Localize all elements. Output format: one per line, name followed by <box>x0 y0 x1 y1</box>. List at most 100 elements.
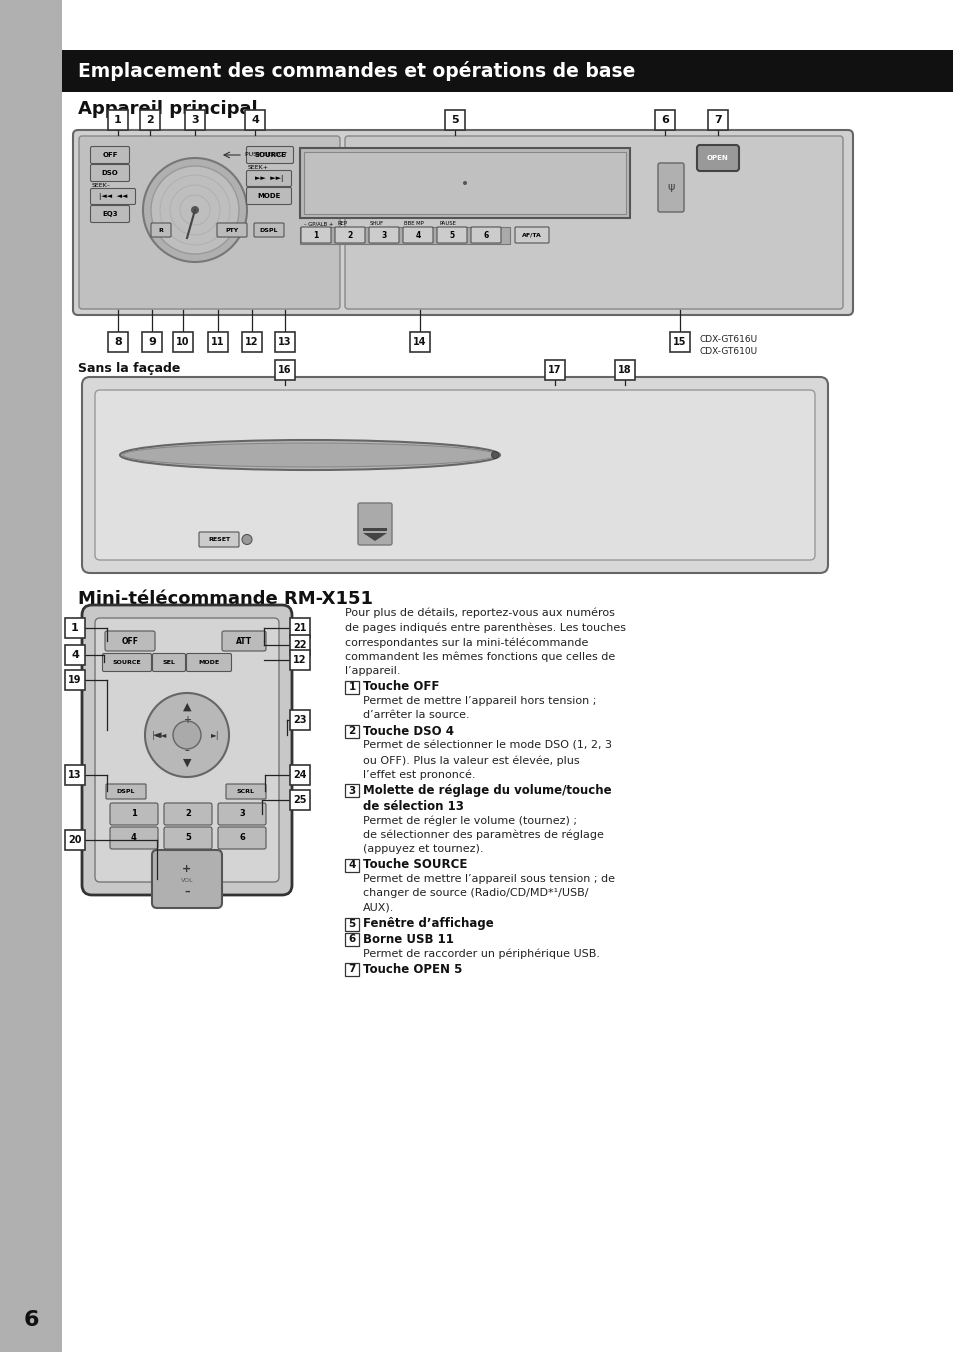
Bar <box>290 790 310 810</box>
Text: 14: 14 <box>413 337 426 347</box>
Bar <box>65 645 85 665</box>
Text: 12: 12 <box>293 654 307 665</box>
Text: 4: 4 <box>415 230 420 239</box>
Text: DSPL: DSPL <box>116 790 135 794</box>
Text: 10: 10 <box>176 337 190 347</box>
Text: (appuyez et tournez).: (appuyez et tournez). <box>363 844 483 854</box>
Text: SCRL: SCRL <box>236 790 254 794</box>
Text: EQ3: EQ3 <box>102 211 117 218</box>
Bar <box>65 671 85 690</box>
Text: OFF: OFF <box>102 151 117 158</box>
Text: 8: 8 <box>114 337 122 347</box>
Bar <box>299 227 510 243</box>
Text: Permet de mettre l’appareil hors tension ;: Permet de mettre l’appareil hors tension… <box>363 696 596 706</box>
FancyBboxPatch shape <box>91 206 130 223</box>
FancyBboxPatch shape <box>301 227 331 243</box>
FancyBboxPatch shape <box>151 223 171 237</box>
Text: de pages indiqués entre parenthèses. Les touches: de pages indiqués entre parenthèses. Les… <box>345 622 625 633</box>
Text: SOURCE: SOURCE <box>112 660 141 665</box>
Bar <box>245 110 265 130</box>
Text: MODE: MODE <box>198 660 219 665</box>
Text: CDX-GT616U: CDX-GT616U <box>700 335 758 345</box>
Text: –: – <box>184 745 190 754</box>
Text: 1: 1 <box>131 810 137 818</box>
FancyBboxPatch shape <box>345 137 842 310</box>
Polygon shape <box>363 533 387 541</box>
Bar <box>274 360 294 380</box>
Text: 6: 6 <box>348 934 355 945</box>
FancyBboxPatch shape <box>515 227 548 243</box>
Text: 2: 2 <box>347 230 353 239</box>
Bar <box>108 110 128 130</box>
Circle shape <box>191 206 199 214</box>
Bar <box>62 50 953 92</box>
Ellipse shape <box>120 439 499 470</box>
Bar <box>290 650 310 671</box>
FancyBboxPatch shape <box>246 188 292 204</box>
FancyBboxPatch shape <box>95 618 278 882</box>
Text: Permet de mettre l’appareil sous tension ; de: Permet de mettre l’appareil sous tension… <box>363 873 615 884</box>
Text: 3: 3 <box>348 786 355 795</box>
Text: de sélectionner des paramètres de réglage: de sélectionner des paramètres de réglag… <box>363 830 603 840</box>
Text: 11: 11 <box>211 337 225 347</box>
Bar <box>290 618 310 638</box>
Text: 1: 1 <box>114 115 122 124</box>
FancyBboxPatch shape <box>82 377 827 573</box>
Text: ◄: ◄ <box>152 730 161 740</box>
FancyBboxPatch shape <box>186 653 232 672</box>
FancyBboxPatch shape <box>110 803 158 825</box>
FancyBboxPatch shape <box>253 223 284 237</box>
Text: Sans la façade: Sans la façade <box>78 362 180 375</box>
Bar <box>208 333 228 352</box>
Text: OPEN: OPEN <box>706 155 728 161</box>
Text: changer de source (Radio/CD/MD*¹/USB/: changer de source (Radio/CD/MD*¹/USB/ <box>363 888 588 899</box>
Text: 25: 25 <box>293 795 307 804</box>
FancyBboxPatch shape <box>218 827 266 849</box>
FancyBboxPatch shape <box>226 784 266 799</box>
Text: AF/TA: AF/TA <box>521 233 541 238</box>
Text: 7: 7 <box>714 115 721 124</box>
Text: VOL: VOL <box>180 879 193 883</box>
Text: Pour plus de détails, reportez-vous aux numéros: Pour plus de détails, reportez-vous aux … <box>345 608 615 618</box>
Text: CDX-GT610U: CDX-GT610U <box>700 347 758 357</box>
Text: ψ: ψ <box>666 183 674 192</box>
Bar <box>345 963 358 976</box>
Text: SEL: SEL <box>162 660 175 665</box>
FancyBboxPatch shape <box>697 145 739 170</box>
Circle shape <box>172 721 201 749</box>
Text: 24: 24 <box>293 771 307 780</box>
Bar <box>299 147 629 218</box>
FancyBboxPatch shape <box>91 146 130 164</box>
Bar <box>615 360 635 380</box>
Text: 20: 20 <box>69 836 82 845</box>
Text: 3: 3 <box>191 115 198 124</box>
Text: 1: 1 <box>71 623 79 633</box>
Text: SEEK+: SEEK+ <box>248 165 269 170</box>
Ellipse shape <box>123 443 497 466</box>
Text: –: – <box>184 887 190 896</box>
Circle shape <box>242 534 252 545</box>
Bar <box>274 333 294 352</box>
Text: Fenêtre d’affichage: Fenêtre d’affichage <box>363 918 494 930</box>
Bar <box>345 859 358 872</box>
Text: PAUSE: PAUSE <box>439 220 456 226</box>
FancyBboxPatch shape <box>82 604 292 895</box>
Text: 5: 5 <box>449 230 454 239</box>
FancyBboxPatch shape <box>91 165 130 181</box>
Text: SEEK–: SEEK– <box>91 183 111 188</box>
Text: 3: 3 <box>381 230 386 239</box>
Text: Touche OFF: Touche OFF <box>363 680 439 694</box>
Text: RESET: RESET <box>208 537 230 542</box>
Bar <box>290 635 310 654</box>
Bar <box>65 830 85 850</box>
Text: 15: 15 <box>673 337 686 347</box>
Bar <box>345 933 358 946</box>
FancyBboxPatch shape <box>335 227 365 243</box>
Text: 2: 2 <box>348 726 355 737</box>
FancyBboxPatch shape <box>102 653 152 672</box>
Bar <box>345 784 358 796</box>
FancyBboxPatch shape <box>658 164 683 212</box>
Text: Molette de réglage du volume/touche: Molette de réglage du volume/touche <box>363 784 611 796</box>
Text: 6: 6 <box>239 833 245 842</box>
Bar <box>363 529 387 531</box>
